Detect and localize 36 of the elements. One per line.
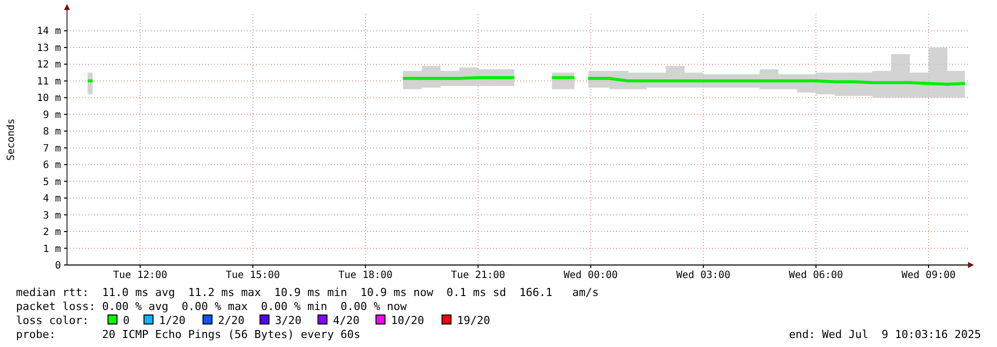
y-tick-label: 8 m — [42, 126, 61, 138]
x-tick-label: Wed 06:00 — [788, 270, 844, 281]
y-tick-label: 12 m — [36, 60, 61, 71]
y-tick-label: 14 m — [36, 26, 61, 38]
text: loss color: — [16, 314, 89, 327]
text: 1/20 — [159, 314, 186, 327]
y-tick-label: 2 m — [42, 227, 61, 238]
text: 10/20 — [391, 314, 424, 327]
x-tick-label: Wed 00:00 — [564, 270, 618, 281]
y-tick-label: 10 m — [36, 93, 61, 104]
x-tick-label: Wed 03:00 — [676, 270, 730, 281]
y-tick-label: 6 m — [42, 160, 61, 172]
x-tick-label: Tue 18:00 — [338, 270, 393, 281]
x-tick-label: Tue 15:00 — [226, 270, 280, 281]
text: probe: 20 ICMP Echo Pings (56 Bytes) every 60s — [16, 328, 360, 341]
text: 4/20 — [333, 314, 360, 327]
y-tick-label: 7 m — [42, 143, 61, 154]
text: 3/20 — [275, 314, 302, 327]
text: packet loss: 0.00 % avg 0.00 % max 0.00 % min 0.00 % now — [16, 300, 408, 313]
y-tick-label: 4 m — [42, 194, 61, 205]
x-tick-label: Tue 21:00 — [450, 270, 506, 281]
y-tick-label: 0 — [54, 260, 61, 272]
y-tick-label: 9 m — [42, 110, 61, 121]
x-tick-label: Wed 09:00 — [901, 270, 956, 281]
text: 19/20 — [457, 314, 490, 327]
y-axis-title: Seconds — [6, 118, 17, 161]
y-tick-label: 13 m — [36, 42, 61, 54]
y-tick-label: 5 m — [42, 176, 61, 188]
y-tick-label: 1 m — [42, 244, 61, 255]
text: end: Wed Jul 9 10:03:16 2025 — [788, 328, 981, 341]
x-tick-label: Tue 12:00 — [113, 270, 168, 281]
text: 2/20 — [218, 314, 244, 327]
text: median rtt: 11.0 ms avg 11.2 ms max 10.9 ms min 10.9 ms now 0.1 ms sd 166.1 am/s — [16, 286, 599, 299]
y-tick-label: 3 m — [42, 210, 61, 222]
y-tick-label: 11 m — [36, 76, 61, 88]
text: 0 — [123, 314, 130, 327]
